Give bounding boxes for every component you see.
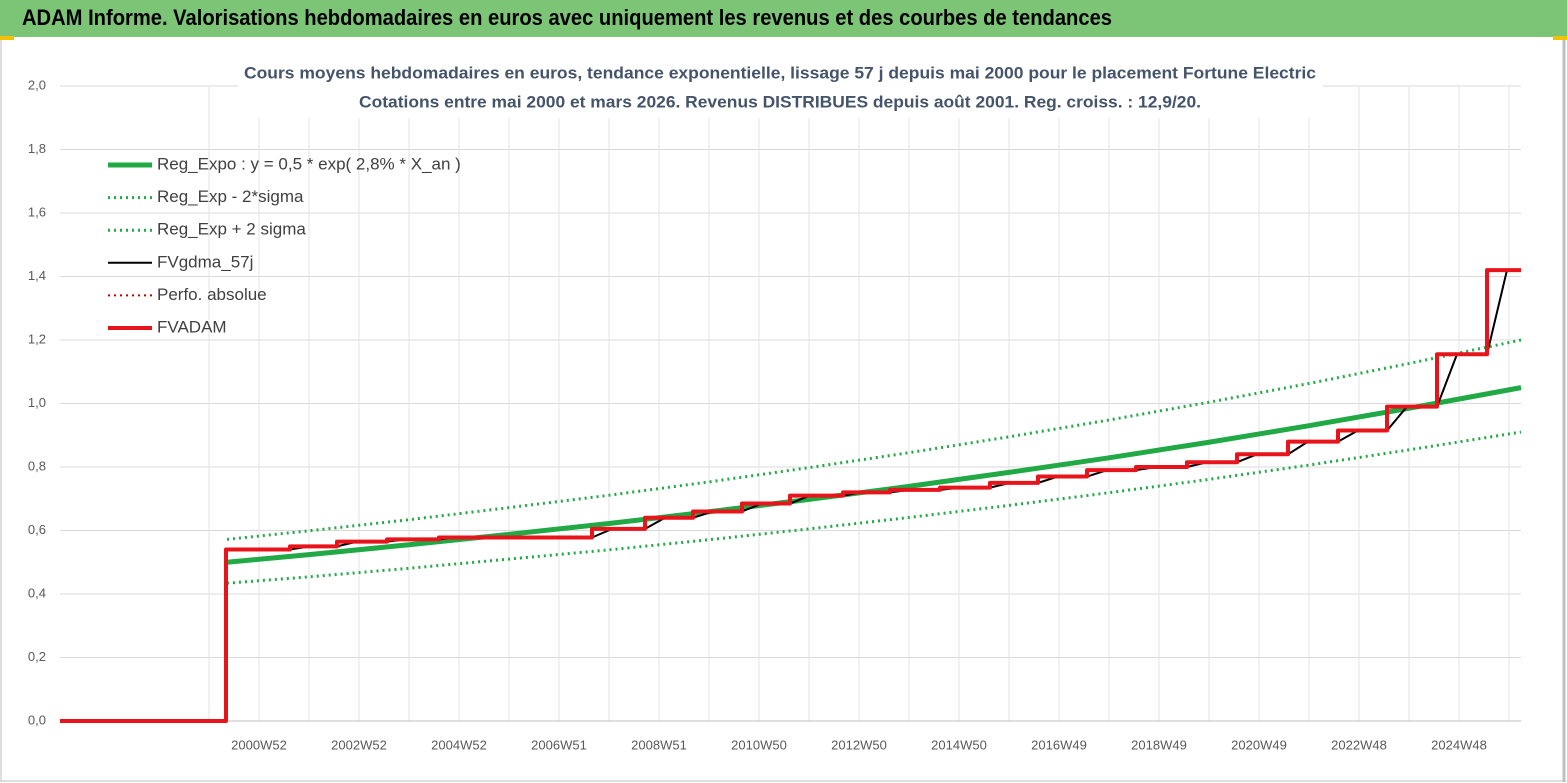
chart-title: Cotations entre mai 2000 et mars 2026. R… bbox=[359, 92, 1201, 111]
x-tick-label: 2016W49 bbox=[1031, 737, 1087, 752]
legend-label: Perfo. absolue bbox=[157, 285, 267, 304]
title-backdrop bbox=[238, 58, 1323, 118]
corner-accent bbox=[0, 36, 14, 40]
y-tick-label: 0,4 bbox=[28, 585, 46, 600]
y-tick-label: 0,6 bbox=[28, 522, 46, 537]
y-tick-label: 0,2 bbox=[28, 649, 46, 664]
corner-accent bbox=[1553, 36, 1567, 40]
header-title: ADAM Informe. Valorisations hebdomadaire… bbox=[22, 5, 1112, 30]
y-tick-label: 0,8 bbox=[28, 458, 46, 473]
x-tick-label: 2002W52 bbox=[331, 737, 387, 752]
x-tick-label: 2022W48 bbox=[1331, 737, 1387, 752]
x-tick-label: 2020W49 bbox=[1231, 737, 1287, 752]
x-tick-label: 2018W49 bbox=[1131, 737, 1187, 752]
x-tick-label: 2024W48 bbox=[1431, 737, 1487, 752]
x-tick-label: 2006W51 bbox=[531, 737, 587, 752]
x-tick-label: 2000W52 bbox=[231, 737, 287, 752]
x-tick-label: 2014W50 bbox=[931, 737, 987, 752]
legend-label: FVADAM bbox=[157, 317, 227, 336]
y-tick-label: 1,8 bbox=[28, 141, 46, 156]
x-tick-label: 2004W52 bbox=[431, 737, 487, 752]
legend-label: Reg_Expo : y = 0,5 * exp( 2,8% * X_an ) bbox=[157, 154, 461, 173]
y-tick-label: 1,4 bbox=[28, 268, 46, 283]
y-tick-label: 1,0 bbox=[28, 395, 46, 410]
legend-label: FVgdma_57j bbox=[157, 252, 253, 271]
legend-label: Reg_Exp - 2*sigma bbox=[157, 187, 304, 206]
y-tick-label: 1,2 bbox=[28, 331, 46, 346]
series-line bbox=[60, 268, 1521, 723]
y-tick-label: 0,0 bbox=[28, 712, 46, 727]
x-tick-label: 2010W50 bbox=[731, 737, 787, 752]
header-bar bbox=[0, 0, 1567, 37]
series-line bbox=[226, 430, 1522, 585]
y-tick-label: 2,0 bbox=[28, 77, 46, 92]
plot: 0,0 0,2 0,4 0,6 0,8 1,0 1,2 1,4 1,6 1,8 2,0 2000W52… bbox=[28, 58, 1522, 752]
series-line bbox=[226, 338, 1522, 541]
legend-label: Reg_Exp + 2 sigma bbox=[157, 220, 306, 239]
x-tick-label: 2012W50 bbox=[831, 737, 887, 752]
y-tick-label: 1,6 bbox=[28, 204, 46, 219]
x-tick-label: 2008W51 bbox=[631, 737, 687, 752]
chart-title: Cours moyens hebdomadaires en euros, ten… bbox=[244, 63, 1316, 82]
